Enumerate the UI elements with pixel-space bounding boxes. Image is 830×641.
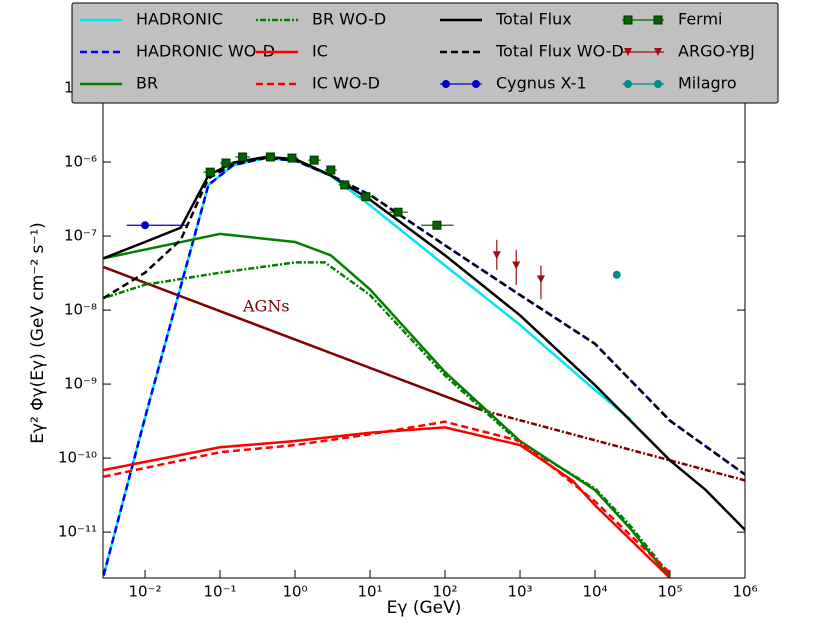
marker [623, 15, 633, 25]
agn-line [480, 408, 745, 482]
y-tick-label: 10⁻⁷ [64, 227, 97, 245]
annotation: AGNs [242, 297, 290, 316]
plot-area [103, 152, 745, 578]
agn-line [103, 265, 482, 411]
series-line [103, 156, 745, 476]
marker [221, 158, 231, 168]
legend-label: BR [136, 74, 158, 93]
legend-label: Total Flux WO-D [495, 42, 624, 61]
marker [141, 221, 150, 230]
series-line [103, 155, 745, 531]
marker [393, 207, 403, 217]
x-tick-label: 10⁵ [657, 583, 682, 601]
marker [492, 251, 501, 260]
x-tick-label: 10¹ [357, 583, 382, 601]
y-tick-label: 10⁻⁸ [64, 301, 97, 319]
x-tick-label: 10² [432, 583, 457, 601]
marker [340, 180, 350, 190]
legend-label: IC [312, 42, 328, 61]
legend-label: Total Flux [495, 10, 572, 29]
marker [654, 48, 662, 56]
marker [442, 80, 450, 88]
marker [205, 167, 215, 177]
marker [472, 80, 480, 88]
legend-label: HADRONIC WO-D [136, 42, 275, 61]
legend: HADRONIC HADRONIC WO-D BR BR WO-D IC IC WO-D T… [71, 2, 779, 104]
series-line [103, 426, 671, 578]
series-line [103, 232, 671, 578]
x-axis-label: Eγ (GeV) [387, 598, 462, 618]
legend-box [71, 2, 779, 104]
marker [612, 270, 621, 279]
marker [238, 152, 248, 162]
series-line [103, 420, 671, 574]
x-tick-label: 10⁻² [129, 583, 162, 601]
legend-label: HADRONIC [136, 10, 223, 29]
marker [512, 261, 521, 270]
marker [361, 192, 371, 202]
x-tick-label: 10³ [507, 583, 532, 601]
legend-label: Milagro [678, 74, 737, 93]
legend-label: Fermi [678, 10, 723, 29]
legend-label: BR WO-D [312, 10, 386, 29]
series-line [103, 261, 671, 577]
legend-label: ARGO-YBJ [678, 42, 755, 61]
legend-label: Cygnus X-1 [496, 74, 587, 93]
marker [624, 48, 632, 56]
x-tick-label: 10⁰ [282, 583, 307, 601]
y-axis-label: Eγ² Φγ(Eγ) (GeV cm⁻² s⁻¹) [28, 222, 48, 444]
marker [653, 15, 663, 25]
marker [287, 153, 297, 163]
marker [432, 220, 442, 230]
marker [265, 152, 275, 162]
marker [326, 165, 336, 175]
y-tick-label: 10⁻⁶ [64, 153, 97, 171]
y-tick-label: 10⁻¹⁰ [58, 449, 97, 467]
legend-label: IC WO-D [312, 74, 380, 93]
y-tick-label: 10⁻⁹ [64, 375, 97, 393]
x-tick-label: 10⁴ [582, 583, 607, 601]
y-tick-label: 10⁻¹¹ [58, 523, 97, 541]
x-tick-label: 10⁶ [732, 583, 757, 601]
marker [654, 80, 662, 88]
marker [624, 80, 632, 88]
marker [309, 155, 319, 165]
marker [536, 275, 545, 284]
x-tick-label: 10⁻¹ [204, 583, 237, 601]
